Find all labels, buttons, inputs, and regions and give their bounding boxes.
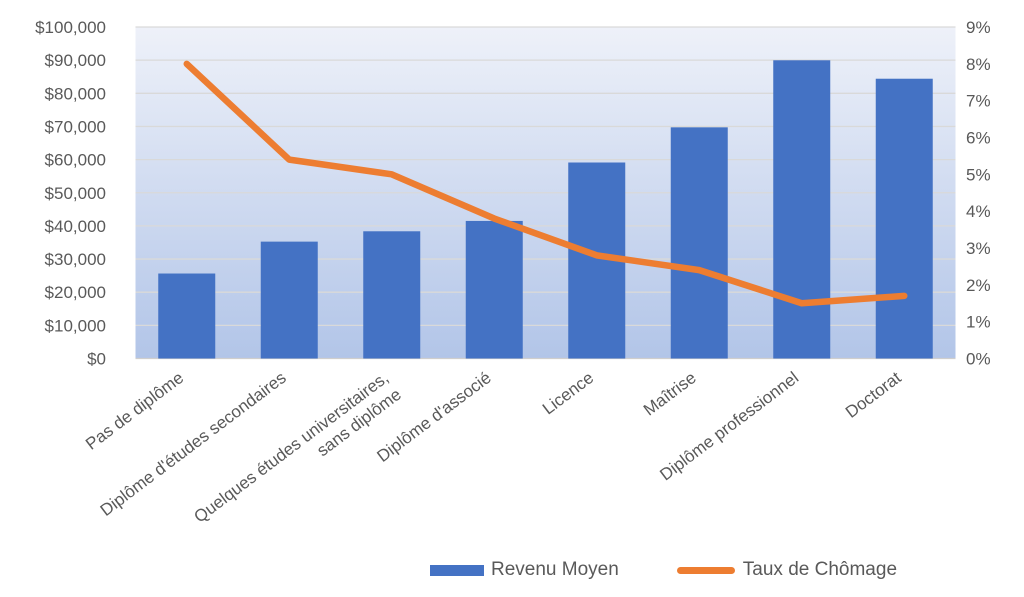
y-axis-right-tick-label: 5%	[966, 165, 991, 184]
y-axis-right-tick-label: 4%	[966, 202, 991, 221]
bar-revenu-moyen	[670, 127, 728, 359]
y-axis-left-tick-label: $70,000	[45, 117, 106, 136]
y-axis-right-tick-label: 1%	[966, 313, 991, 332]
x-axis-category-label: Doctorat	[842, 368, 905, 422]
legend-bar-swatch-icon	[430, 564, 484, 576]
y-axis-left-tick-label: $30,000	[45, 250, 106, 269]
bar-revenu-moyen	[465, 220, 523, 359]
y-axis-left-tick-label: $0	[87, 350, 106, 369]
y-axis-left-tick-label: $10,000	[45, 316, 106, 335]
y-axis-left-tick-label: $50,000	[45, 184, 106, 203]
bar-revenu-moyen	[260, 241, 318, 359]
y-axis-left-tick-label: $40,000	[45, 217, 106, 236]
y-axis-right-tick-label: 8%	[966, 55, 991, 74]
y-axis-right-tick-label: 6%	[966, 129, 991, 148]
y-axis-left-tick-label: $20,000	[45, 283, 106, 302]
legend-item-taux-de-chomage: Taux de Chômage	[676, 559, 898, 580]
bar-revenu-moyen	[363, 231, 421, 359]
y-axis-right-tick-label: 9%	[966, 18, 991, 37]
chart-legend: Revenu Moyen Taux de Chômage	[430, 560, 897, 580]
bar-revenu-moyen	[875, 78, 933, 359]
legend-label-revenu-moyen: Revenu Moyen	[491, 559, 619, 580]
y-axis-right-tick-label: 7%	[966, 92, 991, 111]
y-axis-right-tick-label: 0%	[966, 350, 991, 369]
x-axis-category-label: Licence	[539, 368, 597, 418]
bar-revenu-moyen	[158, 273, 216, 359]
y-axis-left-tick-label: $100,000	[35, 18, 106, 37]
legend-item-revenu-moyen: Revenu Moyen	[430, 560, 619, 580]
y-axis-right-tick-label: 3%	[966, 239, 991, 258]
line-taux-de-chomage	[183, 60, 908, 307]
x-axis-category-label: Pas de diplôme	[82, 368, 187, 454]
x-axis-category-label: Maîtrise	[640, 368, 700, 420]
y-axis-right-tick-label: 2%	[966, 276, 991, 295]
y-axis-left-tick-label: $80,000	[45, 84, 106, 103]
bar-revenu-moyen	[773, 60, 831, 359]
x-axis-category-label: Quelques études universitaires,sans dipl…	[191, 368, 405, 543]
y-axis-left-tick-label: $60,000	[45, 151, 106, 170]
legend-line-swatch-icon	[676, 566, 735, 574]
legend-label-taux-de-chomage: Taux de Chômage	[742, 559, 898, 580]
x-axis-category-label: Diplôme d'études secondaires	[97, 368, 290, 520]
y-axis-left-tick-label: $90,000	[45, 51, 106, 70]
